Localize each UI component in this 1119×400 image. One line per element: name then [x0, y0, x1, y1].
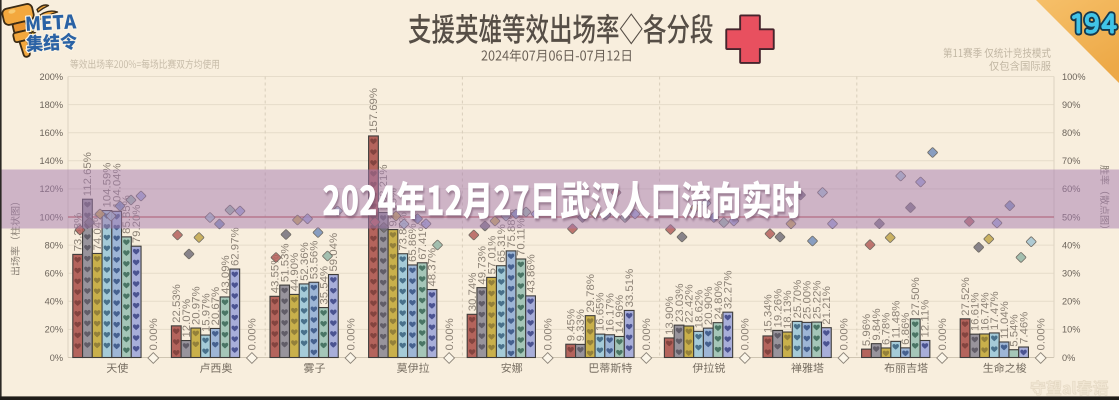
svg-text:12.07%: 12.07% — [181, 299, 193, 338]
svg-text:160%: 160% — [40, 128, 64, 138]
svg-text:5.54%: 5.54% — [1009, 314, 1021, 346]
svg-text:0.00%: 0.00% — [740, 318, 752, 350]
svg-text:15.34%: 15.34% — [763, 294, 775, 333]
svg-text:0.00%: 0.00% — [247, 318, 259, 350]
svg-text:0.00%: 0.00% — [641, 318, 653, 350]
svg-text:29.78%: 29.78% — [585, 274, 597, 313]
svg-text:0.00%: 0.00% — [148, 318, 160, 350]
svg-text:70%: 70% — [1062, 156, 1080, 166]
svg-text:44.90%: 44.90% — [289, 253, 301, 292]
svg-text:200%: 200% — [40, 72, 64, 82]
svg-text:59.04%: 59.04% — [328, 233, 340, 272]
svg-text:57.01%: 57.01% — [486, 236, 498, 275]
svg-text:40%: 40% — [45, 297, 63, 307]
svg-text:51.53%: 51.53% — [279, 243, 291, 282]
svg-text:15.97%: 15.97% — [200, 293, 212, 332]
svg-text:20.67%: 20.67% — [210, 287, 222, 326]
svg-text:32.27%: 32.27% — [723, 271, 735, 310]
svg-text:19.26%: 19.26% — [772, 289, 784, 328]
svg-text:17.47%: 17.47% — [989, 291, 1001, 330]
svg-text:16.74%: 16.74% — [979, 292, 991, 331]
svg-text:16.61%: 16.61% — [970, 293, 982, 332]
svg-text:30.74%: 30.74% — [467, 273, 479, 312]
svg-text:62.97%: 62.97% — [230, 227, 242, 266]
svg-text:5.96%: 5.96% — [861, 314, 873, 346]
svg-text:25.00%: 25.00% — [802, 281, 814, 320]
svg-text:0.00%: 0.00% — [543, 318, 555, 350]
svg-text:7.46%: 7.46% — [1018, 312, 1030, 344]
svg-text:0.00%: 0.00% — [838, 318, 850, 350]
svg-text:180%: 180% — [40, 100, 64, 110]
svg-text:20%: 20% — [45, 325, 63, 335]
svg-text:43.55%: 43.55% — [270, 255, 282, 294]
svg-text:23.03%: 23.03% — [674, 283, 686, 322]
svg-text:65.31%: 65.31% — [496, 224, 508, 263]
svg-text:27.52%: 27.52% — [960, 277, 972, 316]
svg-text:18.13%: 18.13% — [782, 290, 794, 329]
svg-text:80%: 80% — [1062, 128, 1080, 138]
svg-text:0.00%: 0.00% — [444, 318, 456, 350]
svg-text:27.50%: 27.50% — [910, 277, 922, 316]
svg-text:40%: 40% — [1062, 240, 1080, 250]
svg-text:0%: 0% — [50, 353, 63, 363]
svg-text:20%: 20% — [1062, 297, 1080, 307]
svg-text:33.51%: 33.51% — [624, 269, 636, 308]
svg-text:24.80%: 24.80% — [713, 281, 725, 320]
svg-text:6.78%: 6.78% — [881, 313, 893, 345]
svg-text:43.09%: 43.09% — [220, 255, 232, 294]
svg-text:48.37%: 48.37% — [427, 248, 439, 287]
svg-text:16.17%: 16.17% — [604, 293, 616, 332]
svg-text:9.45%: 9.45% — [565, 309, 577, 341]
svg-text:20.97%: 20.97% — [191, 286, 203, 325]
svg-text:0%: 0% — [1062, 353, 1075, 363]
svg-text:21.21%: 21.21% — [821, 286, 833, 325]
svg-text:60%: 60% — [45, 269, 63, 279]
svg-text:0.00%: 0.00% — [937, 318, 949, 350]
svg-text:13.90%: 13.90% — [664, 296, 676, 335]
svg-text:80%: 80% — [45, 240, 63, 250]
svg-text:35.54%: 35.54% — [318, 266, 330, 305]
svg-text:30%: 30% — [1062, 269, 1080, 279]
svg-text:90%: 90% — [1062, 100, 1080, 110]
svg-text:18.62%: 18.62% — [693, 290, 705, 329]
svg-text:100%: 100% — [1062, 72, 1086, 82]
svg-text:52.36%: 52.36% — [299, 242, 311, 281]
svg-text:12.11%: 12.11% — [920, 300, 932, 338]
svg-text:11.04%: 11.04% — [999, 301, 1011, 339]
svg-text:22.42%: 22.42% — [684, 284, 696, 323]
svg-text:9.33%: 9.33% — [575, 309, 587, 341]
svg-text:140%: 140% — [40, 156, 64, 166]
svg-text:67.41%: 67.41% — [417, 221, 429, 260]
svg-text:0.00%: 0.00% — [345, 318, 357, 350]
svg-text:9.84%: 9.84% — [871, 308, 883, 340]
svg-text:11.48%: 11.48% — [890, 301, 902, 339]
svg-text:49.73%: 49.73% — [477, 246, 489, 285]
svg-text:43.86%: 43.86% — [525, 254, 537, 293]
svg-text:53.56%: 53.56% — [309, 241, 321, 280]
svg-text:22.53%: 22.53% — [171, 284, 183, 323]
svg-text:14.96%: 14.96% — [614, 295, 626, 334]
svg-text:10%: 10% — [1062, 325, 1080, 335]
svg-text:25.70%: 25.70% — [792, 280, 804, 319]
svg-text:6.86%: 6.86% — [900, 313, 912, 345]
svg-text:16.65%: 16.65% — [595, 292, 607, 331]
svg-text:0.00%: 0.00% — [1036, 318, 1048, 350]
svg-text:20.90%: 20.90% — [703, 286, 715, 325]
svg-text:157.69%: 157.69% — [368, 88, 380, 133]
svg-text:25.22%: 25.22% — [811, 280, 823, 319]
svg-text:65.86%: 65.86% — [407, 223, 419, 262]
